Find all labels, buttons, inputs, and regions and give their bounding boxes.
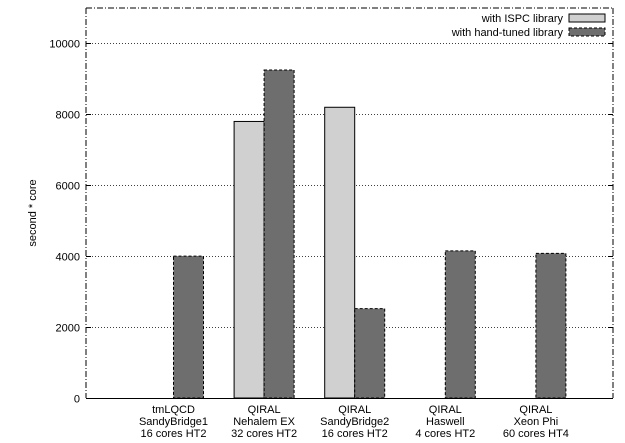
x-tick-label: 16 cores HT2 (140, 428, 206, 440)
x-tick-label: 16 cores HT2 (322, 428, 388, 440)
x-tick-label: Nehalem EX (233, 416, 295, 428)
y-tick-label: 4000 (56, 252, 80, 264)
legend-swatch (568, 13, 606, 23)
x-tick-label: QIRAL (338, 404, 371, 416)
bar-hand-tuned (173, 255, 204, 399)
x-tick-label: QIRAL (248, 404, 281, 416)
y-tick-label: 2000 (56, 323, 80, 335)
y-tick-label: 0 (74, 394, 80, 406)
legend-label: with ISPC library (481, 13, 564, 25)
x-tick-label: Haswell (426, 416, 465, 428)
x-tick-label: Xeon Phi (514, 416, 559, 428)
y-tick-label: 8000 (56, 110, 80, 122)
bar-hand-tuned (444, 250, 476, 399)
x-tick-label: QIRAL (429, 404, 462, 416)
bar-ispc (233, 120, 265, 399)
y-axis-label: second * core (27, 179, 39, 246)
y-tick-label: 6000 (56, 181, 80, 193)
legend-swatch (568, 27, 606, 37)
legend-label: with hand-tuned library (451, 27, 564, 39)
bar-ispc (324, 106, 356, 399)
x-tick-label: QIRAL (519, 404, 552, 416)
x-tick-label: SandyBridge1 (139, 416, 208, 428)
bar-hand-tuned (263, 69, 295, 399)
x-tick-label: tmLQCD (152, 404, 195, 416)
x-tick-label: 32 cores HT2 (231, 428, 297, 440)
bar-hand-tuned (354, 308, 386, 399)
x-tick-label: 4 cores HT2 (415, 428, 475, 440)
x-tick-label: SandyBridge2 (320, 416, 389, 428)
y-tick-label: 10000 (49, 39, 80, 51)
bar-hand-tuned (535, 252, 567, 399)
x-tick-label: 60 cores HT4 (503, 428, 569, 440)
